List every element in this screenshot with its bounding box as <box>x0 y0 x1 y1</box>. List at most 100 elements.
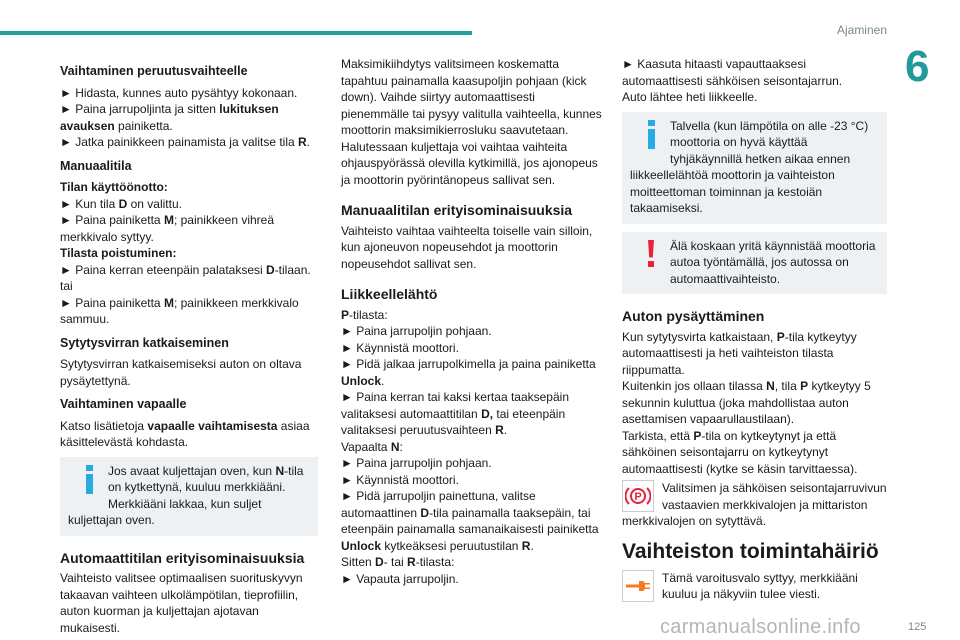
section-heading: Manuaalitila <box>60 158 132 173</box>
paragraph: Sytytysvirran katkaisemiseksi auton on o… <box>60 356 318 389</box>
text-run: -tilasta: <box>349 307 388 322</box>
text-run: Valitsimen ja sähköisen seisontajarruviv… <box>622 481 887 528</box>
text-run: Sitten <box>341 555 376 569</box>
text-line: Auto lähtee heti liikkeelle. <box>622 89 887 106</box>
column-left: Vaihtaminen peruutusvaihteelle ► Hidasta,… <box>60 56 318 639</box>
text-run: ► Käynnistä moottori. <box>341 472 459 487</box>
section-heading: Vaihtaminen peruutusvaihteelle <box>60 64 248 78</box>
bold-text: N <box>275 463 285 478</box>
info-icon <box>642 119 662 152</box>
text-run: Halutessaan kuljettaja voi vaihtaa vaiht… <box>341 139 598 187</box>
text-run: Tarkista, että <box>622 428 694 443</box>
text-line: Valitsimen ja sähköisen seisontajarruviv… <box>622 480 887 530</box>
text-line: Tilasta poistuminen: <box>60 245 318 262</box>
wrench-icon <box>622 569 654 602</box>
text-run: : <box>399 439 403 454</box>
section-heading: Vaihteiston toimintahäiriö <box>622 539 879 563</box>
bold-text: N <box>766 379 775 393</box>
paragraph: ► Kaasuta hitaasti vapauttaaksesi automa… <box>622 56 887 106</box>
column-right: ► Kaasuta hitaasti vapauttaaksesi automa… <box>622 56 887 607</box>
bold-text: P <box>800 379 809 393</box>
text-run: . <box>530 538 534 553</box>
text-line: Halutessaan kuljettaja voi vaihtaa vaiht… <box>341 139 603 189</box>
text-run: , tila <box>774 379 801 393</box>
text-line: ► Pidä jalkaa jarrupolkimella ja paina p… <box>341 356 603 389</box>
watermark: carmanualsonline.info <box>660 616 861 638</box>
text-run: ► Pidä jalkaa jarrupolkimella ja paina p… <box>341 357 596 371</box>
text-line: ► Kaasuta hitaasti vapauttaaksesi automa… <box>622 56 887 89</box>
text-run: kytkeytyy 5 sekunnin kuluttua (joka mahd… <box>622 379 871 426</box>
text-run: ► Kun tila <box>60 196 119 211</box>
warning-note: Älä koskaan yritä käynnistää moottoria a… <box>622 231 887 294</box>
text-line: tai <box>60 278 318 295</box>
icon-part <box>648 119 655 126</box>
text-line: Vapaalta N: <box>341 439 603 456</box>
text-run: ► Käynnistä moottori. <box>341 340 459 355</box>
info-icon <box>80 464 100 497</box>
bold-text: R <box>495 423 504 437</box>
text-run: ► Paina kerran tai kaksi kertaa taaksepä… <box>341 390 569 421</box>
bold-text: P <box>776 329 785 344</box>
bold-text: Unlock <box>341 538 382 553</box>
paragraph: Tilan käyttöönotto: ► Kun tila D on valit… <box>60 179 318 328</box>
text-line: ► Paina kerran tai kaksi kertaa taaksepä… <box>341 389 603 439</box>
text-run: Talvella (kun lämpötila on alle -23 °C) … <box>630 118 869 216</box>
paragraph: Vaihteisto valitsee optimaalisen suoritu… <box>60 570 318 636</box>
section-heading: Automaattitilan erityisominaisuuksia <box>60 549 305 566</box>
text-line: Kuitenkin jos ollaan tilassa N, tila P k… <box>622 378 887 428</box>
bold-text: P <box>693 428 702 443</box>
text-line: Tämä varoitusvalo syttyy, merkkiääni kuu… <box>622 570 887 603</box>
text-run: . <box>503 423 508 437</box>
text-run: - tai <box>383 555 408 569</box>
text-run: on valittu. <box>127 196 182 211</box>
info-note: Jos avaat kuljettajan oven, kun N-tila o… <box>60 456 318 536</box>
text-line: ► Paina painiketta M; painikkeen merkkiv… <box>60 295 318 328</box>
paragraph: Vaihteisto vaihtaa vaihteelta toiselle v… <box>341 223 603 273</box>
header-accent-bar <box>0 31 472 35</box>
icon-part <box>648 260 654 267</box>
bold-text: vapaalle vaihtamisesta <box>147 418 278 433</box>
text-run: Katso lisätietoja <box>60 418 148 433</box>
paragraph: Katso lisätietoja vapaalle vaihtamisesta… <box>60 418 318 451</box>
bold-text: lukituksen avauksen <box>60 102 279 133</box>
text-run: Tämä varoitusvalo syttyy, merkkiääni kuu… <box>662 570 858 602</box>
bold-text: D <box>375 555 384 569</box>
bold-text: Tilasta poistuminen: <box>60 246 177 260</box>
text-line: Kun sytytysvirta katkaistaan, P-tila kyt… <box>622 329 887 379</box>
bold-text: R <box>298 135 307 149</box>
bold-text: R <box>521 538 531 553</box>
text-line: ► Hidasta, kunnes auto pysähtyy kokonaan… <box>60 85 318 102</box>
icon-paragraph: P Valitsimen ja sähköisen seisontajarruvi… <box>622 480 887 530</box>
text-line: ► Käynnistä moottori. <box>341 340 603 357</box>
text-run: Vapaalta <box>341 439 391 454</box>
bold-text: D <box>420 505 430 520</box>
text-run: ► Paina jarrupoljin pohjaan. <box>341 456 492 470</box>
text-run: -tila on kytkettynä, kuuluu merkkiääni. … <box>68 463 304 528</box>
text-run: tai <box>60 279 73 293</box>
text-run: -tila painamalla taaksepäin, tai eteenpä… <box>341 505 599 537</box>
bold-text: P <box>341 307 350 322</box>
text-line: ► Vapauta jarrupoljin. <box>341 571 603 588</box>
text-run: -tilaan. <box>274 262 311 277</box>
bold-text: D, <box>481 406 494 421</box>
text-run: ► Kaasuta hitaasti vapauttaaksesi automa… <box>622 57 843 88</box>
parking-brake-icon: P <box>622 480 654 512</box>
text-line: ► Paina jarrupoljinta ja sitten lukituks… <box>60 101 318 134</box>
text-run: painiketta. <box>114 118 173 133</box>
text-line: Vaihteisto valitsee optimaalisen suoritu… <box>60 570 318 636</box>
bold-text: D <box>266 262 275 277</box>
text-run: ► Paina painiketta <box>60 295 164 310</box>
text-line: ► Paina painiketta M; painikkeen vihreä … <box>60 212 318 245</box>
text-line: Älä koskaan yritä käynnistää moottoria a… <box>630 238 879 288</box>
text-line: Tarkista, että P-tila on kytkeytynyt ja … <box>622 428 887 478</box>
text-run: . <box>306 135 311 149</box>
text-run: . <box>381 373 385 388</box>
text-run: ► Paina kerran eteenpäin palataksesi <box>60 262 267 277</box>
bold-text: N <box>390 439 400 454</box>
text-run: kytkeäksesi peruutustilan <box>381 538 522 553</box>
text-line: Maksimikiihdytys valitsimeen koskematta … <box>341 56 603 139</box>
bold-text: Unlock <box>341 373 382 388</box>
bold-text: M <box>163 295 174 310</box>
section-heading: Liikkeellelähtö <box>341 286 438 302</box>
bold-text: R <box>407 555 416 569</box>
